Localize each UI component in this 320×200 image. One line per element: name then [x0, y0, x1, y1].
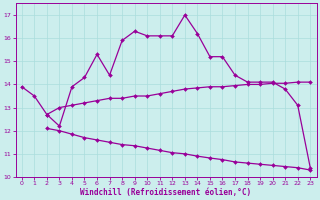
X-axis label: Windchill (Refroidissement éolien,°C): Windchill (Refroidissement éolien,°C) [80, 188, 252, 197]
